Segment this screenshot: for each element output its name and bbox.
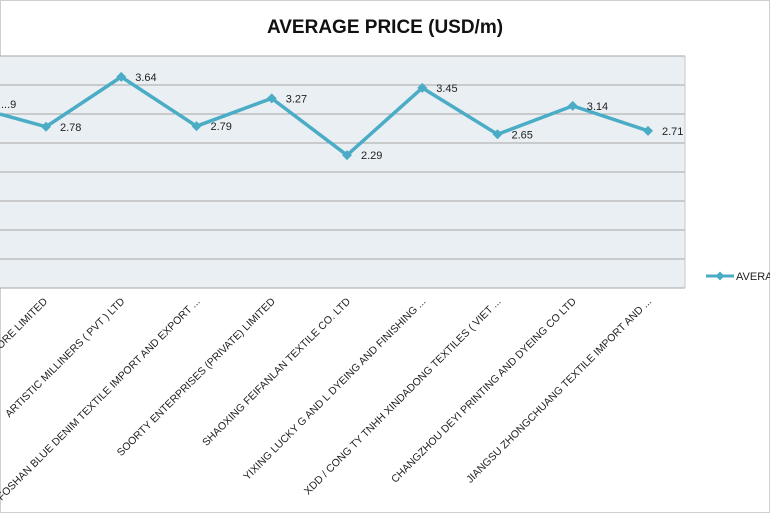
chart-title: AVERAGE PRICE (USD/m) <box>267 17 503 38</box>
legend-label: AVERA... <box>736 271 770 283</box>
legend-marker <box>715 271 725 281</box>
data-point-marker <box>191 121 202 132</box>
data-label: 2.78 <box>60 122 81 134</box>
data-label: 2.79 <box>211 121 232 133</box>
category-label: ARTISTIC MILLINERS ( PVT ) LTD <box>3 295 128 420</box>
data-label: 3.27 <box>286 93 307 105</box>
data-label: ...9 <box>1 99 16 111</box>
data-label: 2.65 <box>512 129 533 141</box>
data-point-marker <box>567 100 578 111</box>
plot-area <box>0 55 686 289</box>
series-layer <box>0 71 653 161</box>
data-point-marker <box>492 129 503 140</box>
data-labels: ...9 2.78 3.64 2.79 3.27 2.29 3.45 2.65 3.14 2.71 <box>1 72 683 162</box>
category-label: ...ORE LIMITED <box>0 295 50 357</box>
data-point-marker <box>342 150 352 161</box>
data-label: 2.29 <box>361 150 382 162</box>
data-label: 3.64 <box>135 72 156 84</box>
category-label: SOORTY ENTERPRISES (PRIVATE) LIMITED <box>115 295 278 458</box>
legend: AVERA... <box>706 271 770 283</box>
data-point-marker <box>41 121 51 132</box>
series-line <box>0 75 649 157</box>
data-point-marker <box>643 125 653 136</box>
data-point-marker <box>417 82 428 93</box>
data-label: 3.14 <box>587 101 608 113</box>
data-point-marker <box>266 93 277 104</box>
category-label: SHAOXING FEIFANLAN TEXTILE CO. LTD <box>200 295 353 448</box>
data-label: 2.71 <box>662 126 683 138</box>
category-label: JIANGSU ZHONGCHUANG TEXTILE IMPORT AND .… <box>464 296 654 486</box>
data-label: 3.45 <box>436 83 457 95</box>
data-point-marker <box>116 71 127 82</box>
